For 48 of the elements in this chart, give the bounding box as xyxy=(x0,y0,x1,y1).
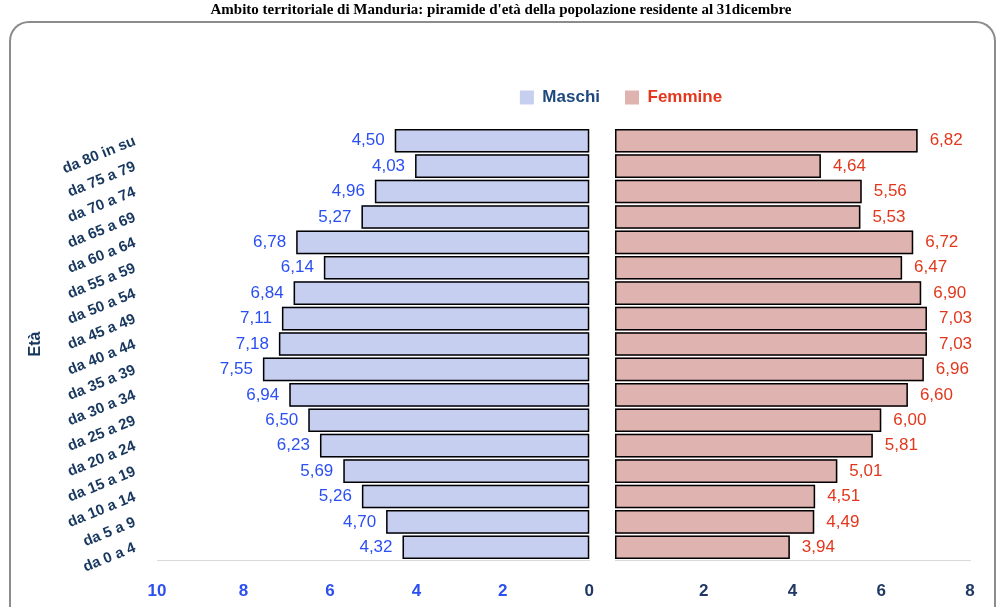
data-label: 6,84 xyxy=(250,282,284,302)
data-label: 6,60 xyxy=(919,384,953,404)
data-label: 5,69 xyxy=(300,460,334,480)
data-label: 5,53 xyxy=(872,206,906,226)
chart-title: Ambito territoriale di Manduria: piramide d'età della popolazione residente al 31dicembre xyxy=(209,1,793,18)
data-label: 4,32 xyxy=(359,536,393,556)
x-tick-label: 2 xyxy=(699,580,709,600)
data-label: 4,50 xyxy=(351,130,385,150)
data-label: 5,81 xyxy=(884,435,918,455)
x-tick-label: 0 xyxy=(584,580,595,600)
data-label: 4,51 xyxy=(827,486,861,506)
data-label: 6,72 xyxy=(925,232,959,252)
data-label: 6,90 xyxy=(933,282,967,302)
data-label: 4,70 xyxy=(343,511,377,531)
x-tick-label: 6 xyxy=(325,580,335,600)
data-label: 4,64 xyxy=(832,155,866,175)
x-tick-label: 2 xyxy=(498,580,508,600)
data-label: 7,03 xyxy=(938,308,973,328)
data-label: 6,50 xyxy=(265,409,299,429)
data-label: 6,94 xyxy=(246,384,280,404)
data-label: 6,23 xyxy=(276,435,310,455)
x-tick-label: 4 xyxy=(411,580,422,600)
data-label: 3,94 xyxy=(801,536,835,556)
data-label: 6,47 xyxy=(914,257,948,277)
x-tick-label: 10 xyxy=(147,580,167,600)
data-label: 5,01 xyxy=(849,460,883,480)
x-tick-label: 4 xyxy=(787,580,798,600)
data-label: 7,18 xyxy=(235,333,269,353)
data-label: 6,96 xyxy=(935,359,969,379)
legend-label: Femmine xyxy=(647,87,723,107)
x-tick-label: 6 xyxy=(876,580,886,600)
data-label: 4,96 xyxy=(331,181,365,201)
data-label: 5,26 xyxy=(318,486,352,506)
data-label: 6,14 xyxy=(280,257,314,277)
x-tick-label: 8 xyxy=(965,580,975,600)
legend-label: Maschi xyxy=(542,87,601,107)
data-label: 4,03 xyxy=(371,155,406,175)
data-label: 6,00 xyxy=(893,409,927,429)
x-tick-label: 8 xyxy=(238,580,249,600)
data-label: 4,49 xyxy=(826,511,860,531)
data-label: 7,11 xyxy=(240,308,272,328)
data-label: 6,82 xyxy=(929,130,963,150)
data-label: 6,78 xyxy=(253,232,287,252)
y-axis-title: Età xyxy=(26,331,44,357)
data-label: 5,56 xyxy=(873,181,907,201)
data-label: 7,55 xyxy=(219,359,253,379)
data-label: 5,27 xyxy=(318,206,352,226)
data-label: 7,03 xyxy=(938,333,973,353)
